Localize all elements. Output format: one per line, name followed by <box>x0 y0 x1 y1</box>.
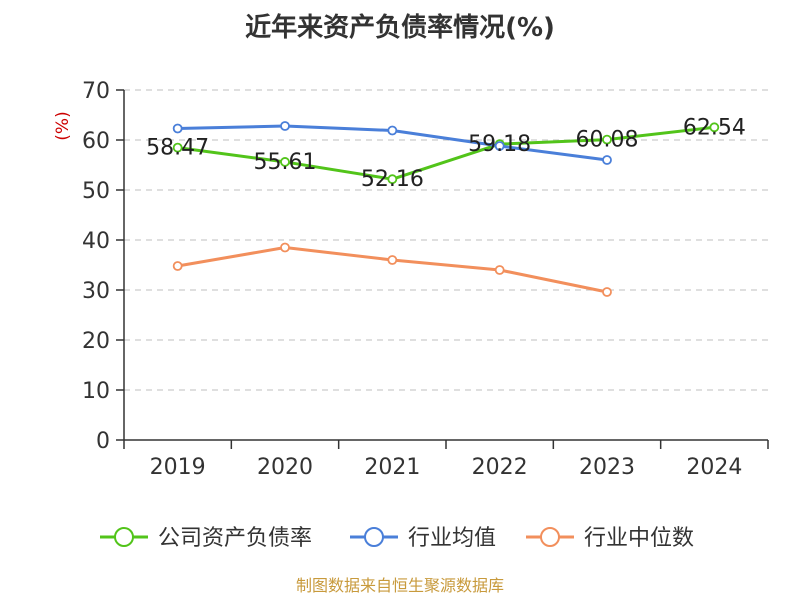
data-point <box>494 141 505 151</box>
legend-swatch-marker <box>364 527 384 547</box>
x-tick-label: 2022 <box>472 455 528 480</box>
y-tick-label: 30 <box>82 279 110 304</box>
y-tick-label: 70 <box>82 79 110 104</box>
data-label: 52.16 <box>361 167 424 192</box>
legend-label: 公司资产负债率 <box>158 526 312 551</box>
x-tick-label: 2021 <box>364 455 420 480</box>
axes: 0 10 20 30 40 50 60 70 2019 2020 2021 2022 2023 2024 <box>82 79 769 480</box>
y-tick-label: 0 <box>96 429 110 454</box>
legend-swatch-marker <box>114 527 134 547</box>
chart-title: 近年来资产负债率情况(%) <box>245 12 555 43</box>
data-label: 60.08 <box>576 128 639 153</box>
source-note: 制图数据来自恒生聚源数据库 <box>296 576 504 595</box>
x-tick-label: 2023 <box>579 455 635 480</box>
legend: 公司资产负债率 行业均值 行业中位数 <box>100 526 694 551</box>
y-tick-label: 50 <box>82 179 110 204</box>
y-tick-label: 10 <box>82 379 110 404</box>
data-point <box>172 123 183 134</box>
data-point <box>602 134 612 145</box>
legend-label: 行业中位数 <box>584 526 694 551</box>
y-tick-label: 60 <box>82 129 110 154</box>
series-group <box>172 121 720 297</box>
legend-swatch-marker <box>540 527 560 547</box>
x-tick-label: 2024 <box>686 455 742 480</box>
x-tick-label: 2020 <box>257 455 313 480</box>
x-tick-label: 2019 <box>150 455 206 480</box>
data-labels: 58.47 55.61 52.16 59.18 60.08 62.54 <box>146 115 746 192</box>
data-point <box>280 121 290 131</box>
data-point <box>280 157 290 167</box>
series-line-3 <box>177 246 608 294</box>
data-point <box>172 261 183 271</box>
legend-label: 行业均值 <box>408 526 496 551</box>
data-label: 55.61 <box>254 150 317 175</box>
data-point <box>602 155 612 165</box>
data-label: 58.47 <box>146 136 209 161</box>
data-point <box>602 287 612 297</box>
data-point <box>280 242 290 253</box>
data-point <box>172 142 183 153</box>
y-tick-label: 40 <box>82 229 110 254</box>
grid-lines <box>124 89 768 391</box>
data-label: 62.54 <box>683 115 746 140</box>
data-point <box>709 122 720 133</box>
y-axis-unit: (%) <box>53 111 73 140</box>
data-point <box>387 255 398 265</box>
data-label: 59.18 <box>468 132 531 157</box>
series-line-1 <box>177 125 715 181</box>
data-point <box>387 174 398 185</box>
data-point <box>494 265 505 275</box>
data-point <box>387 125 398 136</box>
y-tick-label: 20 <box>82 329 110 354</box>
